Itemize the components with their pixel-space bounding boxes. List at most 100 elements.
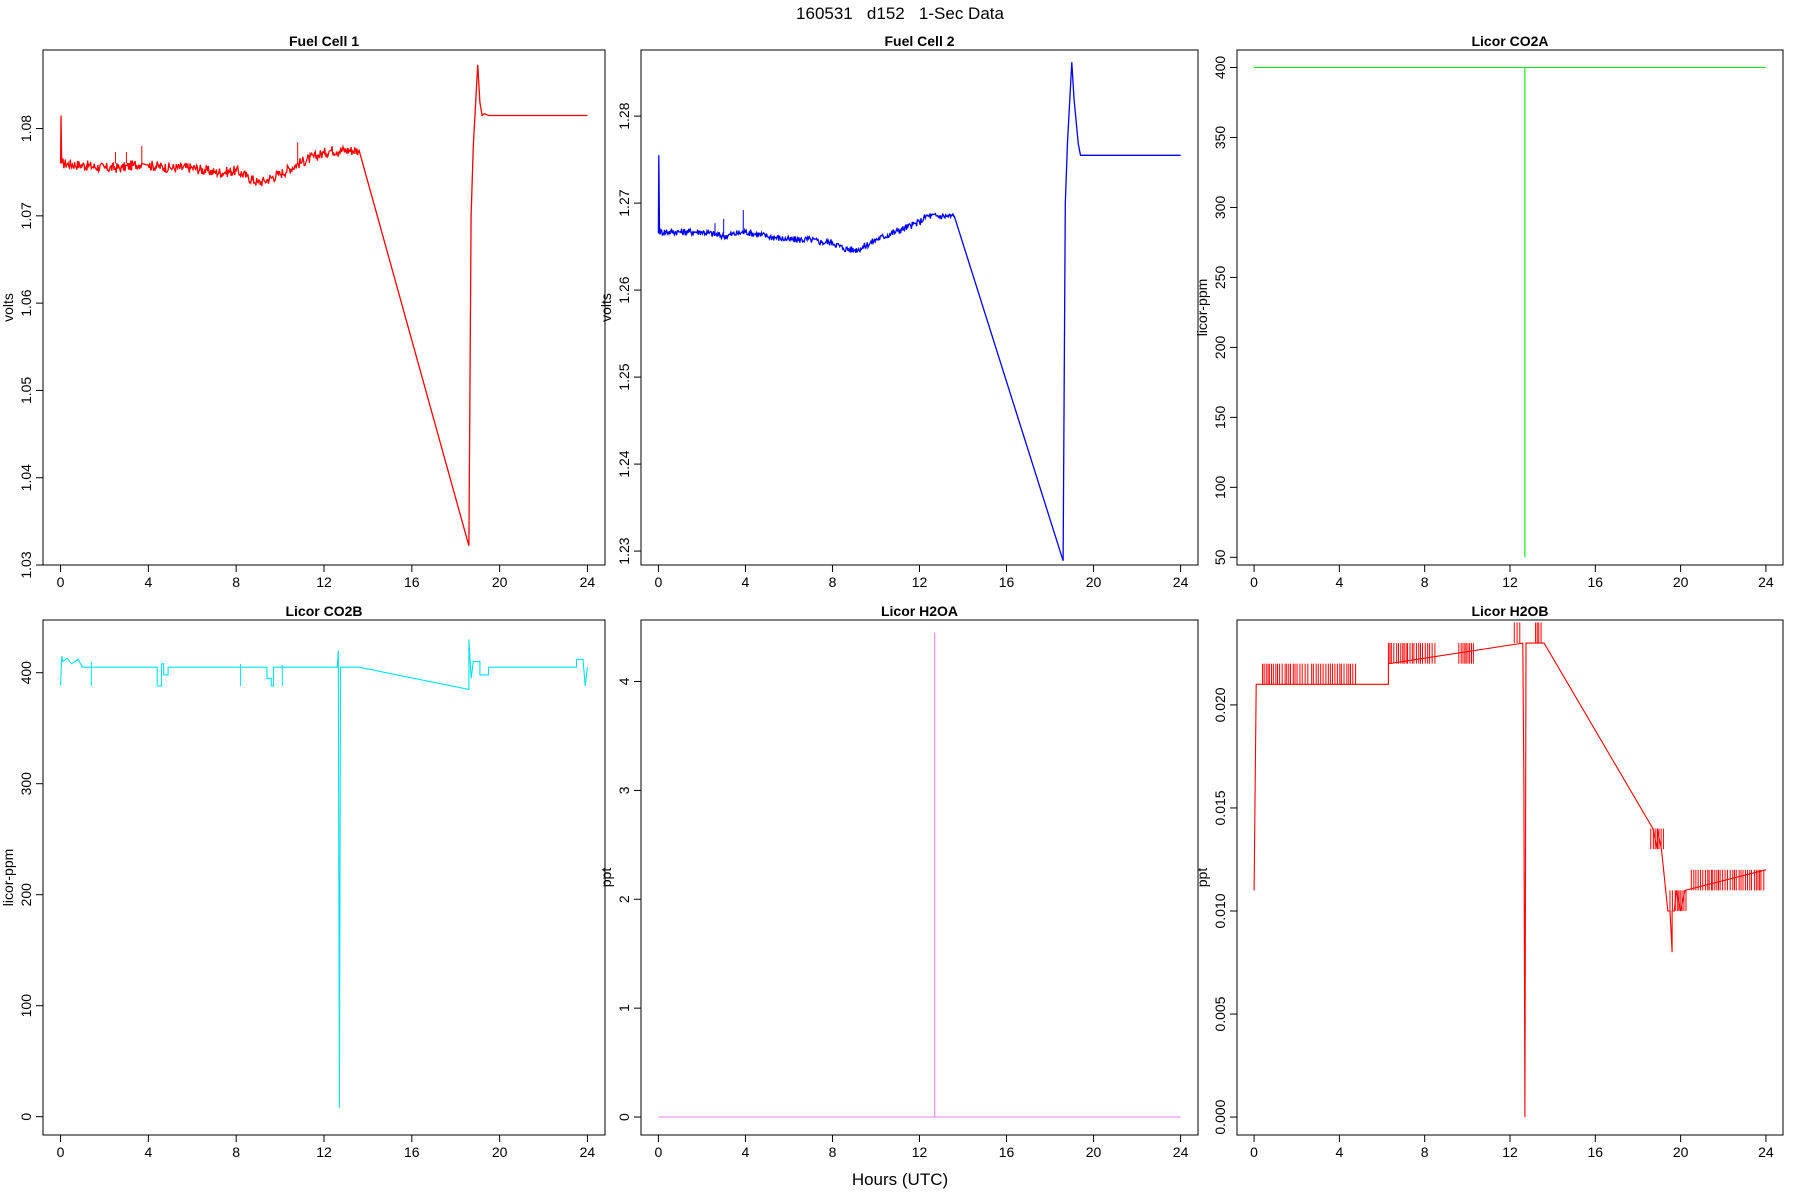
x-tick-label: 24: [1173, 1144, 1189, 1160]
x-tick-label: 24: [580, 574, 596, 590]
x-tick-label: 12: [1502, 574, 1518, 590]
y-tick-label: 100: [18, 994, 34, 1018]
y-tick-label: 1.26: [616, 276, 632, 303]
y-tick-label: 200: [18, 883, 34, 907]
panel-3: Licor CO2A 0 4 8 12 16 20 24 50 100 150 200 250 300 35…: [1194, 33, 1784, 590]
y-tick-label: 1.27: [616, 189, 632, 216]
y-tick-label: 1.07: [18, 202, 34, 229]
y-tick-label: 250: [1212, 266, 1228, 290]
y-axis-label: volts: [0, 293, 16, 322]
panel-4: Licor CO2B 0 4 8 12 16 20 24 0 100 200 300 400 licor-…: [0, 603, 606, 1160]
y-tick-label: 300: [1212, 196, 1228, 220]
x-tick-label: 12: [316, 1144, 332, 1160]
panel-title: Fuel Cell 2: [884, 33, 954, 49]
y-axis-label: ppt: [1194, 868, 1210, 888]
x-tick-label: 0: [1250, 574, 1258, 590]
x-axis-title: Hours (UTC): [851, 1170, 949, 1189]
x-tick-label: 24: [1173, 574, 1189, 590]
x-tick-label: 12: [316, 574, 332, 590]
y-tick-label: 0.015: [1212, 790, 1228, 825]
y-tick-label: 0: [18, 1113, 34, 1121]
y-tick-label: 1.24: [616, 450, 632, 477]
plot-frame: [42, 49, 606, 566]
plot-frame: [640, 619, 1199, 1136]
plot-frame: [1236, 619, 1784, 1136]
panel-title: Licor H2OB: [1471, 603, 1548, 619]
x-tick-label: 12: [912, 1144, 928, 1160]
x-tick-label: 16: [1588, 574, 1604, 590]
x-tick-label: 4: [1335, 574, 1343, 590]
y-tick-label: 350: [1212, 126, 1228, 150]
x-tick-label: 8: [232, 1144, 240, 1160]
x-tick-label: 20: [1673, 1144, 1689, 1160]
y-tick-label: 50: [1212, 549, 1228, 565]
y-tick-label: 1.28: [616, 102, 632, 129]
y-tick-label: 200: [1212, 335, 1228, 359]
x-tick-label: 16: [1588, 1144, 1604, 1160]
x-tick-label: 0: [57, 1144, 65, 1160]
y-tick-label: 1: [616, 1004, 632, 1012]
series-line: [657, 62, 1181, 561]
y-tick-label: 400: [1212, 56, 1228, 80]
x-tick-label: 20: [1086, 574, 1102, 590]
x-tick-label: 24: [1758, 1144, 1774, 1160]
x-tick-label: 12: [1502, 1144, 1518, 1160]
y-tick-label: 1.08: [18, 115, 34, 142]
y-tick-label: 1.23: [616, 537, 632, 564]
x-tick-label: 16: [404, 574, 420, 590]
panel-title: Licor CO2A: [1471, 33, 1548, 49]
y-axis-label: ppt: [598, 868, 614, 888]
y-tick-label: 0.000: [1212, 1099, 1228, 1134]
series-line: [59, 64, 588, 546]
x-tick-label: 8: [829, 574, 837, 590]
panel-6: Licor H2OB 0 4 8 12 16 20 24 0.000 0.005 0.010 0.01…: [1194, 603, 1784, 1160]
x-tick-label: 0: [655, 1144, 663, 1160]
x-tick-label: 4: [742, 1144, 750, 1160]
x-tick-label: 8: [829, 1144, 837, 1160]
y-tick-label: 1.25: [616, 363, 632, 390]
y-axis-label: volts: [598, 293, 614, 322]
x-tick-label: 16: [999, 574, 1015, 590]
panel-2: Fuel Cell 2 0 4 8 12 16 20 24 1.23 1.24 1.25 1.26 1.…: [598, 33, 1199, 590]
x-tick-label: 16: [404, 1144, 420, 1160]
y-tick-label: 300: [18, 772, 34, 796]
y-tick-label: 1.05: [18, 377, 34, 404]
plot-frame: [640, 49, 1199, 566]
x-tick-label: 16: [999, 1144, 1015, 1160]
y-tick-label: 2: [616, 895, 632, 903]
x-tick-label: 20: [492, 1144, 508, 1160]
series-line: [658, 632, 1181, 1118]
y-tick-label: 4: [616, 677, 632, 685]
y-tick-label: 0.010: [1212, 893, 1228, 928]
panel-title: Licor H2OA: [881, 603, 958, 619]
x-tick-label: 8: [232, 574, 240, 590]
y-tick-label: 0.005: [1212, 996, 1228, 1031]
y-tick-label: 3: [616, 786, 632, 794]
panel-title: Fuel Cell 1: [289, 33, 359, 49]
y-tick-label: 0.020: [1212, 687, 1228, 722]
x-tick-label: 4: [1335, 1144, 1343, 1160]
x-tick-label: 12: [912, 574, 928, 590]
x-tick-label: 8: [1421, 574, 1429, 590]
series-line: [1254, 66, 1766, 558]
y-tick-label: 150: [1212, 405, 1228, 429]
x-tick-label: 8: [1421, 1144, 1429, 1160]
series-line: [1253, 642, 1767, 1118]
x-tick-label: 0: [57, 574, 65, 590]
y-tick-label: 100: [1212, 475, 1228, 499]
panel-1: Fuel Cell 1 0 4 8 12 16 20 24 1.03 1.04 1.05 1.06 1.…: [0, 33, 606, 590]
y-axis-label: licor-ppm: [1194, 279, 1210, 337]
x-tick-label: 20: [492, 574, 508, 590]
panel-title: Licor CO2B: [285, 603, 362, 619]
x-tick-label: 4: [144, 574, 152, 590]
plot-frame: [1236, 49, 1784, 566]
x-tick-label: 20: [1086, 1144, 1102, 1160]
y-tick-label: 0: [616, 1113, 632, 1121]
x-tick-label: 20: [1673, 574, 1689, 590]
x-tick-label: 4: [742, 574, 750, 590]
y-tick-label: 400: [18, 661, 34, 685]
x-tick-label: 24: [580, 1144, 596, 1160]
y-tick-label: 1.04: [18, 464, 34, 491]
page-title: 160531 d152 1-Sec Data: [796, 4, 1004, 23]
x-tick-label: 4: [144, 1144, 152, 1160]
